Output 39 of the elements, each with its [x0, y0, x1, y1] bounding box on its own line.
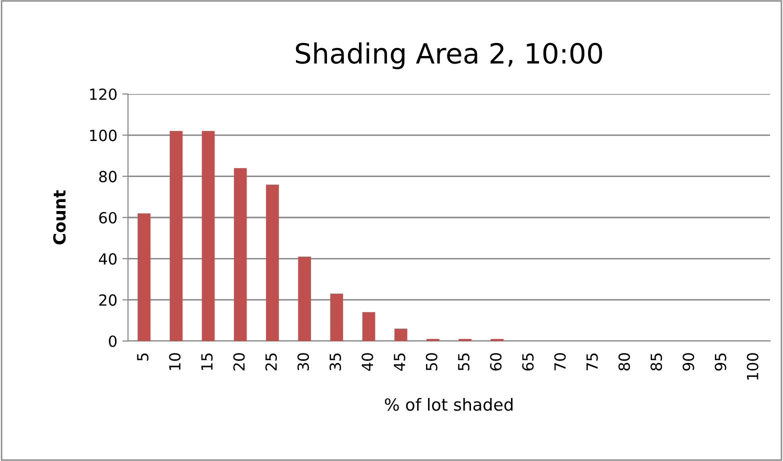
- y-tick-label: 80: [99, 170, 117, 182]
- y-tick-label: 40: [98, 253, 117, 265]
- x-tick-label: 10: [169, 353, 181, 370]
- x-tick-label: 40: [362, 353, 374, 371]
- x-tick-label: 80: [618, 353, 630, 371]
- y-tick-label: 0: [108, 335, 117, 348]
- bar: [234, 168, 247, 341]
- x-axis-title: % of lot shaded: [384, 398, 512, 411]
- x-tick-label: 50: [426, 353, 438, 370]
- bar: [298, 256, 311, 341]
- x-tick-label: 35: [330, 353, 342, 370]
- x-tick-label: 20: [233, 353, 245, 370]
- x-tick-label: 100: [746, 353, 758, 380]
- x-tick-label: 70: [554, 353, 566, 370]
- x-tick-label: 85: [650, 353, 662, 371]
- bar: [170, 131, 183, 341]
- x-tick-label: 90: [682, 353, 694, 371]
- x-tick-label: 55: [458, 353, 470, 370]
- x-tick-label: 75: [586, 353, 598, 370]
- bar: [138, 213, 150, 341]
- x-tick-label: 45: [394, 353, 406, 371]
- y-tick-label: 20: [99, 294, 117, 306]
- y-tick-label: 60: [99, 212, 117, 224]
- x-tick-label: 25: [265, 353, 277, 370]
- y-tick-label: 120: [90, 88, 117, 100]
- bar: [394, 328, 408, 341]
- x-tick-label: 65: [522, 353, 534, 370]
- x-tick-label: 5: [137, 353, 148, 361]
- y-tick-label: 100: [90, 130, 117, 142]
- x-tick-label: 60: [490, 353, 502, 370]
- bar: [266, 184, 279, 341]
- bar: [330, 294, 344, 341]
- x-tick-label: 30: [297, 353, 309, 370]
- bar: [362, 312, 376, 341]
- bar: [202, 131, 215, 341]
- x-tick-label: 95: [714, 353, 726, 371]
- y-axis-title: Count: [53, 190, 66, 244]
- x-tick-label: 15: [201, 353, 213, 370]
- chart-title: Shading Area 2, 10:00: [296, 42, 602, 70]
